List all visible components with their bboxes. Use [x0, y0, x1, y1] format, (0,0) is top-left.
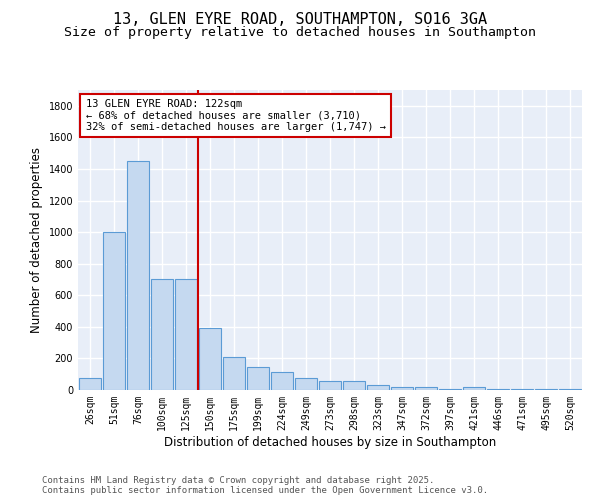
Text: Contains HM Land Registry data © Crown copyright and database right 2025.
Contai: Contains HM Land Registry data © Crown c…: [42, 476, 488, 495]
Bar: [199, 328, 221, 390]
Bar: [223, 357, 245, 390]
Y-axis label: Number of detached properties: Number of detached properties: [30, 147, 43, 333]
Bar: [103, 232, 125, 390]
Bar: [343, 382, 365, 390]
Bar: [271, 372, 293, 390]
Bar: [463, 387, 485, 390]
Bar: [439, 389, 461, 390]
Bar: [319, 380, 341, 390]
Bar: [367, 386, 389, 390]
Bar: [559, 389, 581, 390]
Text: 13 GLEN EYRE ROAD: 122sqm
← 68% of detached houses are smaller (3,710)
32% of se: 13 GLEN EYRE ROAD: 122sqm ← 68% of detac…: [86, 99, 386, 132]
Bar: [415, 387, 437, 390]
X-axis label: Distribution of detached houses by size in Southampton: Distribution of detached houses by size …: [164, 436, 496, 448]
Bar: [247, 367, 269, 390]
Bar: [535, 389, 557, 390]
Text: Size of property relative to detached houses in Southampton: Size of property relative to detached ho…: [64, 26, 536, 39]
Bar: [79, 378, 101, 390]
Bar: [151, 280, 173, 390]
Text: 13, GLEN EYRE ROAD, SOUTHAMPTON, SO16 3GA: 13, GLEN EYRE ROAD, SOUTHAMPTON, SO16 3G…: [113, 12, 487, 28]
Bar: [511, 389, 533, 390]
Bar: [175, 280, 197, 390]
Bar: [127, 161, 149, 390]
Bar: [295, 378, 317, 390]
Bar: [487, 389, 509, 390]
Bar: [391, 387, 413, 390]
